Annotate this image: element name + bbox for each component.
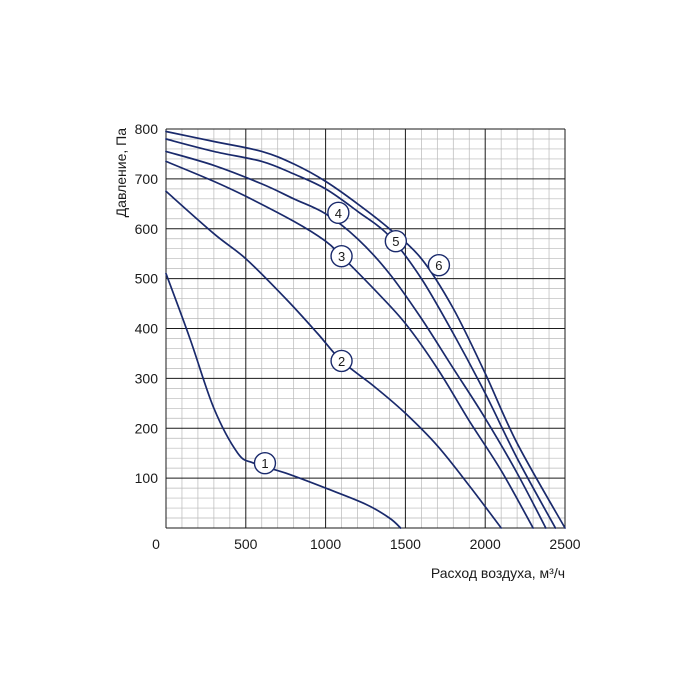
curve-label-circle (253, 451, 277, 475)
curve-label-text: 5 (392, 234, 399, 249)
curve-label-3: 3 (330, 244, 353, 268)
curve-label-text: 1 (261, 456, 268, 471)
y-tick-label: 500 (135, 271, 159, 287)
curve-label-circle (330, 349, 353, 373)
y-tick-label: 800 (135, 121, 159, 137)
curve-label-circle (327, 201, 350, 224)
curve-labels: 1 2 3 4 5 6 (253, 201, 451, 475)
x-axis-ticks: 0 500 1000 1500 2000 2500 (152, 536, 581, 552)
y-tick-label: 100 (135, 470, 159, 486)
curve-label-circle (427, 253, 451, 277)
curve-1 (165, 272, 402, 529)
y-tick-label: 400 (135, 321, 159, 337)
y-tick-label: 300 (135, 370, 159, 386)
curve-4 (165, 150, 547, 529)
x-tick-label: 0 (152, 536, 160, 552)
curve-label-text: 6 (435, 258, 442, 273)
curve-6 (165, 130, 566, 529)
y-tick-label: 700 (135, 171, 159, 187)
curves (165, 130, 566, 529)
curve-label-5: 5 (384, 230, 408, 253)
major-grid (165, 128, 566, 529)
curve-label-4: 4 (327, 201, 350, 224)
curve-label-text: 4 (335, 206, 342, 221)
y-tick-label: 600 (135, 221, 159, 237)
y-axis-ticks: 100 200 300 400 500 600 700 800 (135, 121, 159, 486)
x-axis-label: Расход воздуха, м³/ч (431, 565, 565, 581)
curve-label-1: 1 (253, 451, 277, 475)
x-tick-label: 2000 (470, 536, 501, 552)
curve-label-text: 2 (338, 354, 345, 369)
curve-5 (165, 138, 557, 529)
y-tick-label: 200 (135, 420, 159, 436)
curve-label-6: 6 (427, 253, 451, 277)
curve-label-text: 3 (338, 249, 345, 264)
x-tick-label: 1000 (310, 536, 341, 552)
curve-label-circle (330, 244, 353, 268)
x-tick-label: 500 (234, 536, 258, 552)
curve-label-circle (384, 230, 408, 253)
x-tick-label: 1500 (390, 536, 421, 552)
curve-label-2: 2 (330, 349, 353, 373)
x-tick-label: 2500 (549, 536, 580, 552)
curve-3 (165, 160, 534, 529)
y-axis-label: Давление, Па (113, 128, 129, 218)
